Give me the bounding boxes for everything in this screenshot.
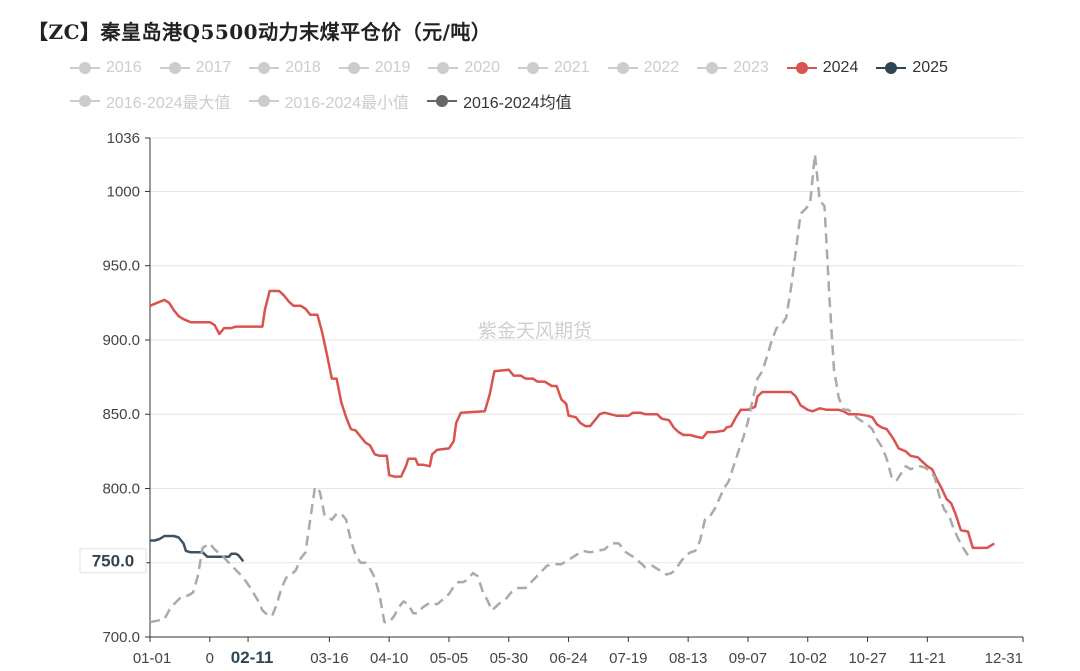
x-tick-label: 0 — [206, 650, 214, 667]
legend-marker-icon — [248, 95, 279, 107]
legend-item-2024[interactable]: 2024 — [786, 59, 859, 77]
legend-label: 2023 — [733, 59, 769, 76]
legend-label: 2019 — [374, 59, 411, 76]
chart-title: 【ZC】秦皇岛港Q5500动力末煤平仓价（元/吨） — [28, 20, 492, 44]
legend-label: 2020 — [464, 59, 500, 76]
x-tick-label: 12-31 — [985, 650, 1023, 667]
y-pointer-box — [79, 548, 147, 574]
legend-label: 2022 — [643, 59, 680, 76]
y-pointer-label: 750.0 — [92, 552, 135, 571]
legend-marker-icon — [607, 62, 638, 74]
legend-label: 2016-2024最大值 — [106, 95, 231, 112]
legend-item-2016-2024最小值[interactable]: 2016-2024最小值 — [248, 89, 410, 113]
y-tick-label: 1036 — [107, 130, 140, 147]
y-tick-label: 700.0 — [102, 629, 140, 646]
watermark: 紫金天风期货 — [478, 320, 593, 342]
legend-label: 2016-2024均值 — [463, 95, 572, 112]
x-tick-label: 07-19 — [609, 650, 647, 667]
legend-label: 2017 — [195, 59, 232, 76]
series-line-2025 — [150, 534, 245, 563]
x-tick-label: 10-02 — [789, 650, 827, 667]
legend-marker-icon — [70, 62, 100, 74]
legend-item-2016-2024均值[interactable]: 2016-2024均值 — [427, 89, 572, 113]
x-tick-label: 10-27 — [848, 650, 886, 667]
x-pointer-label: 02-11 — [231, 648, 274, 667]
x-tick-label: 01-01 — [133, 650, 171, 667]
legend-item-2016-2024最大值[interactable]: 2016-2024最大值 — [70, 89, 231, 113]
legend-item-2021[interactable]: 2021 — [517, 59, 590, 77]
legend-marker-icon — [786, 62, 817, 74]
series-line-2024 — [149, 289, 995, 550]
legend-marker-icon — [249, 62, 280, 74]
legend-item-2018[interactable]: 2018 — [249, 59, 321, 77]
x-tick-label: 03-16 — [310, 650, 348, 667]
series-line-2016-2024均值 — [149, 153, 970, 624]
legend-item-2025[interactable]: 2025 — [876, 59, 948, 77]
legend-item-2023[interactable]: 2023 — [697, 59, 769, 77]
legend-label: 2016-2024最小值 — [284, 95, 410, 112]
y-tick-label: 850.0 — [102, 406, 140, 423]
y-tick-label: 800.0 — [102, 480, 140, 497]
y-tick-label: 900.0 — [102, 332, 140, 349]
legend-marker-icon — [428, 62, 459, 74]
legend-marker-icon — [697, 62, 728, 74]
legend-label: 2024 — [822, 59, 859, 76]
legend-marker-icon — [338, 62, 369, 74]
legend-marker-icon — [159, 62, 190, 74]
series-layer — [149, 153, 995, 624]
x-tick-label: 05-30 — [490, 650, 528, 667]
legend-marker-icon — [427, 95, 458, 107]
x-tick-label: 08-13 — [669, 650, 707, 667]
legend-label: 2018 — [285, 59, 321, 76]
legend-row-1: 2016 2017 2018 2019 2020 2021 2022 2023 2024 2025 — [70, 59, 948, 77]
legend-label: 2016 — [106, 59, 142, 76]
x-tick-label: 09-07 — [729, 650, 767, 667]
legend-row-2: 2016-2024最大值 2016-2024最小值 2016-2024均值 — [70, 89, 572, 113]
legend-marker-icon — [517, 62, 548, 74]
x-tick-label: 04-10 — [370, 650, 408, 667]
grid-lines — [150, 137, 1023, 564]
y-tick-label: 950.0 — [102, 258, 140, 275]
x-axis: 01-01 0 03-16 04-10 05-05 05-30 06-24 07-19 08-1… — [133, 636, 1024, 667]
axis-pointer: 750.0 02-11 — [79, 548, 274, 667]
legend-marker-icon — [70, 95, 100, 107]
x-tick-label: 06-24 — [549, 650, 587, 667]
y-tick-label: 1000 — [107, 183, 140, 200]
legend-item-2016[interactable]: 2016 — [70, 59, 142, 77]
legend-item-2020[interactable]: 2020 — [428, 59, 500, 77]
x-tick-label: 05-05 — [430, 650, 468, 667]
x-tick-label: 11-21 — [909, 650, 946, 667]
legend-label: 2025 — [912, 59, 948, 76]
legend-label: 2021 — [553, 59, 590, 76]
legend-item-2019[interactable]: 2019 — [338, 59, 411, 77]
legend-item-2017[interactable]: 2017 — [159, 59, 232, 77]
legend-item-2022[interactable]: 2022 — [607, 59, 680, 77]
legend-marker-icon — [876, 62, 907, 74]
